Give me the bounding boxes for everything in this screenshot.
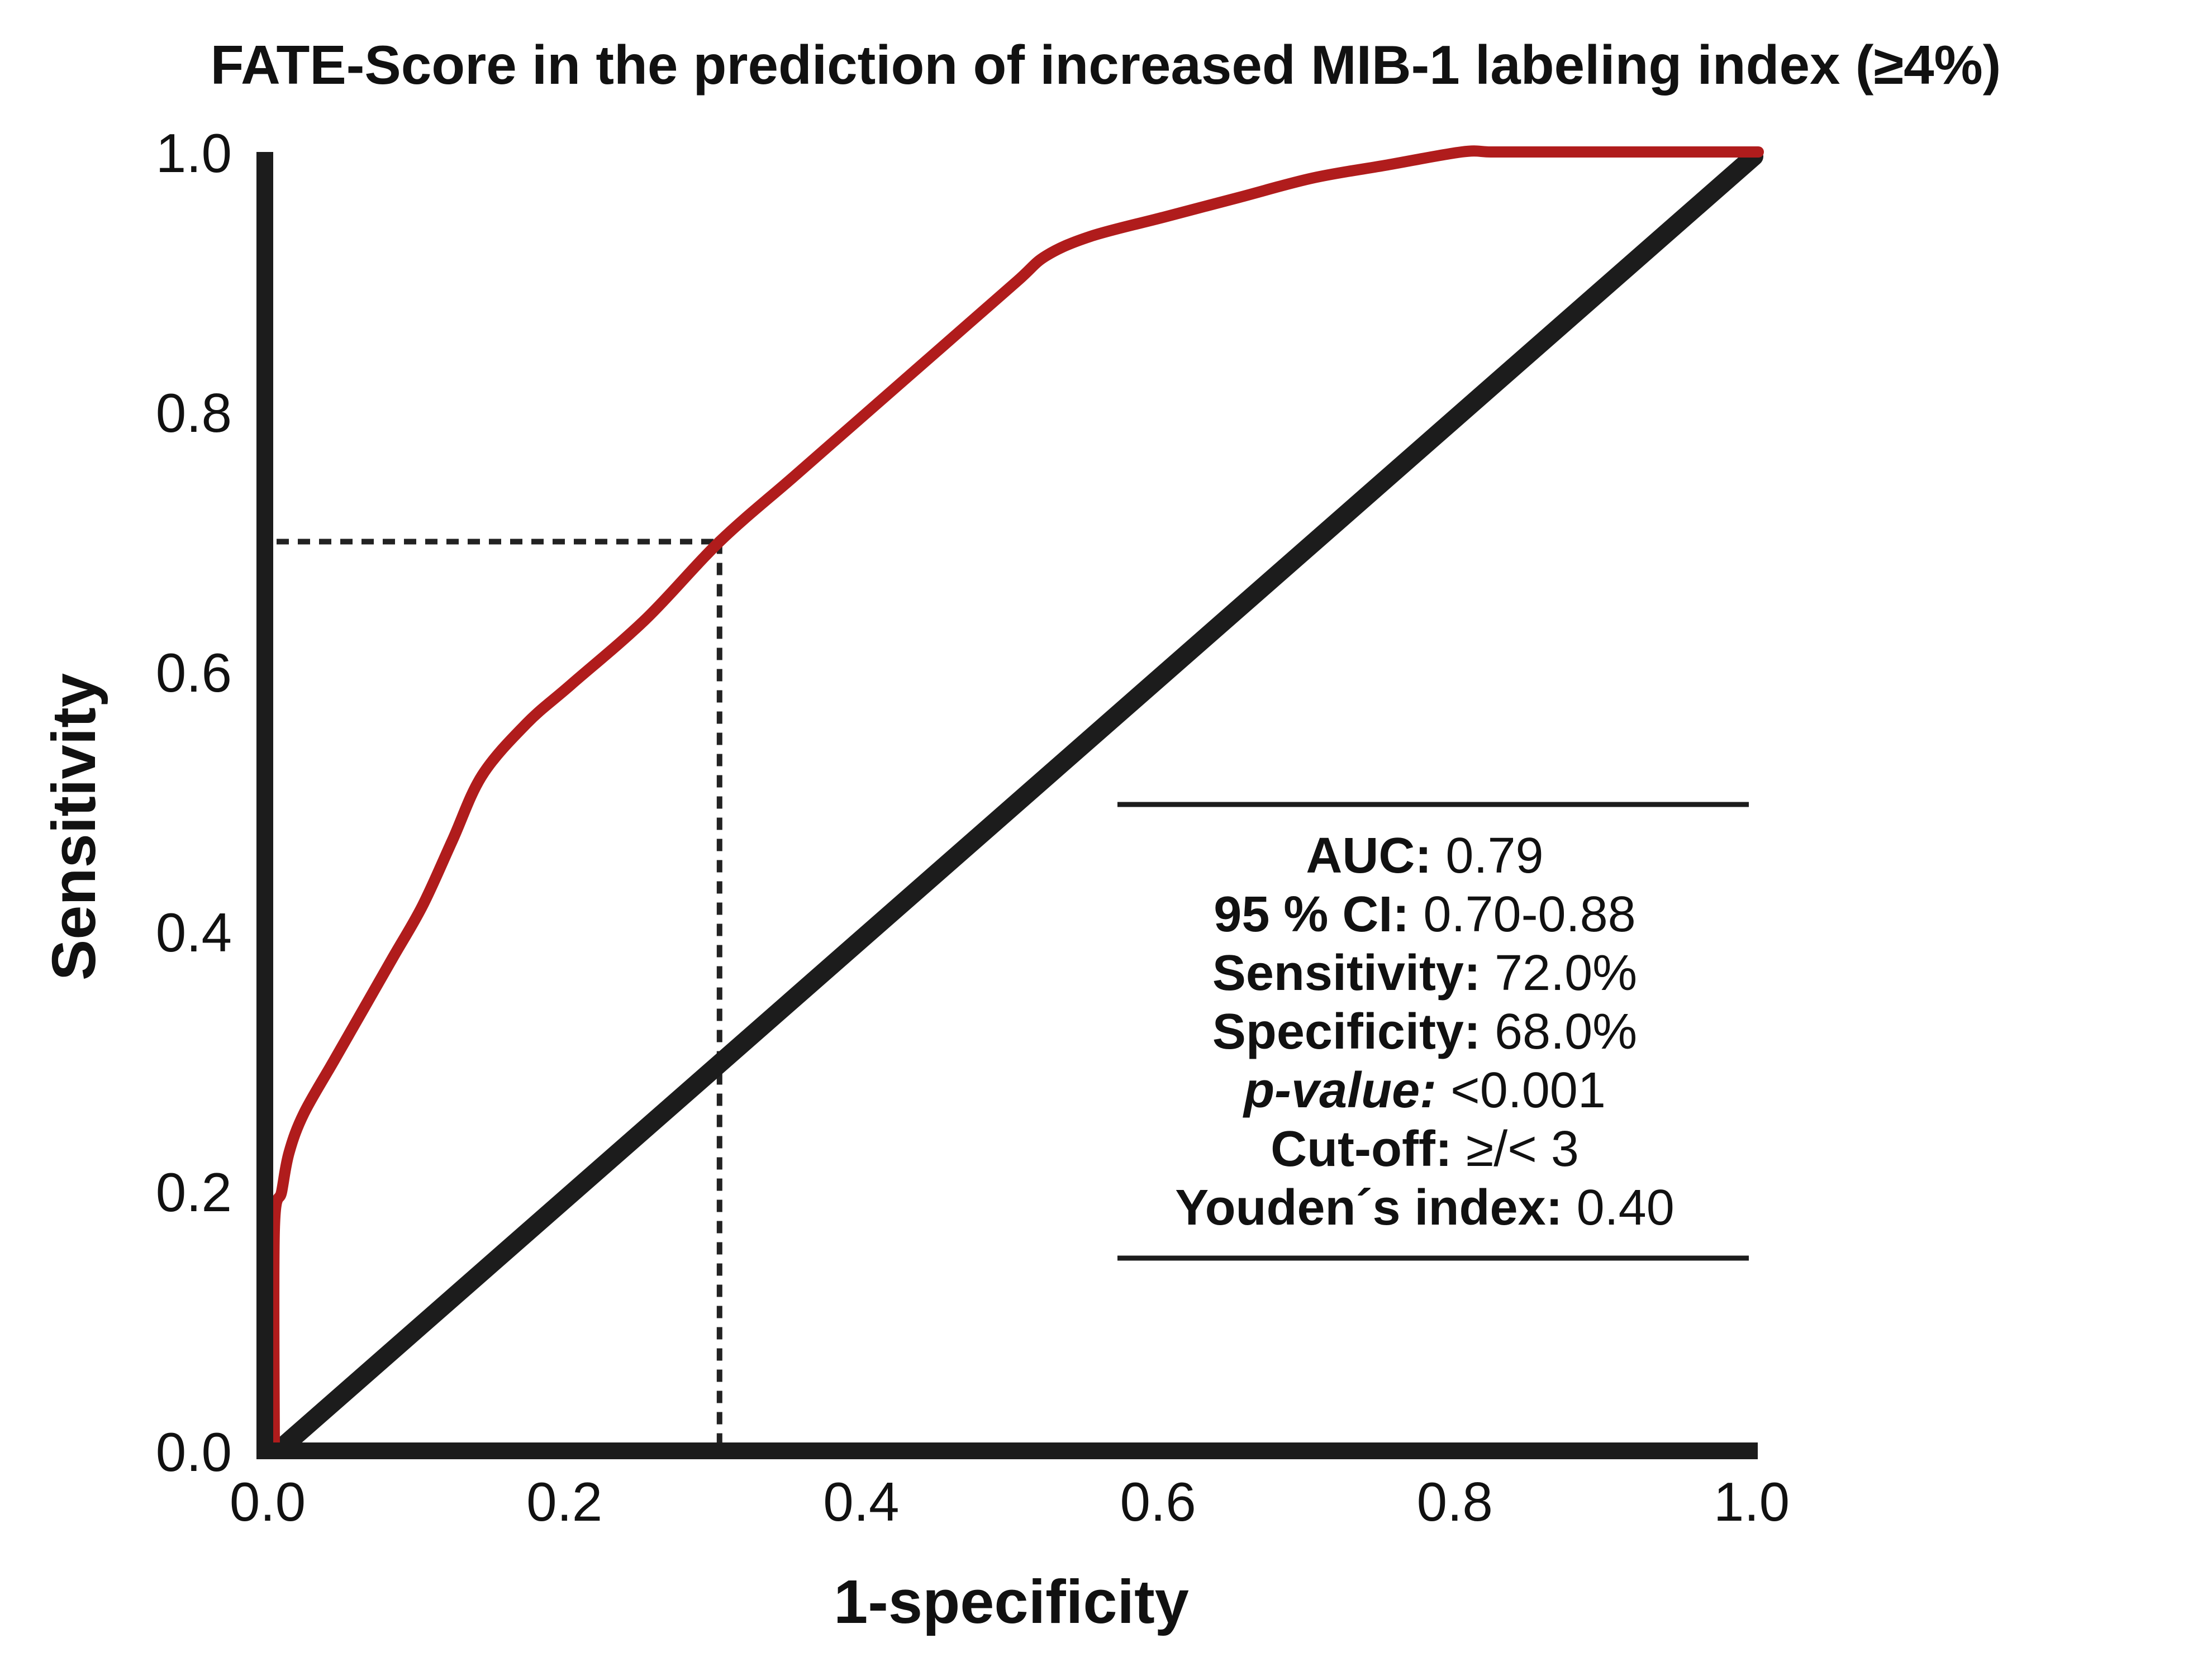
stats-key: Sensitivity: (1212, 945, 1481, 1001)
stats-line: Specificity: 68.0% (1212, 1004, 1637, 1060)
stats-value: 68.0% (1481, 1004, 1637, 1060)
stats-value: ≥/< 3 (1452, 1121, 1579, 1177)
x-tick-label: 0.8 (1417, 1471, 1493, 1532)
y-tick-label: 0.2 (156, 1161, 232, 1223)
x-tick-label: 1.0 (1714, 1471, 1790, 1532)
x-tick-label: 0.0 (230, 1471, 306, 1532)
x-axis-ticks: 0.0 0.2 0.4 0.6 0.8 1.0 (230, 1471, 1790, 1532)
x-axis-label: 1-specificity (834, 1568, 1189, 1636)
stats-line: 95 % CI: 0.70-0.88 (1214, 887, 1635, 942)
stats-value: 72.0% (1481, 945, 1637, 1001)
x-tick-label: 0.4 (823, 1471, 899, 1532)
stats-line: Youden´s index: 0.40 (1175, 1180, 1675, 1236)
y-tick-label: 0.8 (156, 382, 232, 444)
x-tick-label: 0.2 (526, 1471, 602, 1532)
y-axis-label: Sensitivity (40, 673, 108, 980)
y-tick-label: 0.4 (156, 902, 232, 963)
stats-value: 0.40 (1563, 1180, 1675, 1236)
y-axis-ticks: 0.0 0.2 0.4 0.6 0.8 1.0 (156, 122, 232, 1483)
reference-diagonal-line (275, 147, 1763, 1455)
stats-line: p-value: <0.001 (1243, 1063, 1606, 1118)
y-tick-label: 1.0 (156, 122, 232, 184)
y-tick-label: 0.0 (156, 1421, 232, 1483)
roc-curve-line (268, 145, 1764, 1456)
stats-key: p-value: (1243, 1063, 1436, 1118)
stats-key: Cut-off: (1271, 1121, 1452, 1177)
stats-key: Specificity: (1212, 1004, 1481, 1060)
y-tick-label: 0.6 (156, 642, 232, 703)
stats-line: Cut-off: ≥/< 3 (1271, 1121, 1579, 1177)
stats-key: AUC: (1306, 828, 1431, 884)
stats-line: AUC: 0.79 (1306, 828, 1543, 884)
stats-key: 95 % CI: (1214, 887, 1409, 942)
stats-value: 0.79 (1431, 828, 1543, 884)
stats-value: 0.70-0.88 (1409, 887, 1635, 942)
stats-value: <0.001 (1436, 1063, 1606, 1118)
stats-key: Youden´s index: (1175, 1180, 1562, 1236)
chart-title: FATE-Score in the prediction of increase… (211, 34, 2001, 96)
stats-line: Sensitivity: 72.0% (1212, 945, 1637, 1001)
x-tick-label: 0.6 (1120, 1471, 1196, 1532)
